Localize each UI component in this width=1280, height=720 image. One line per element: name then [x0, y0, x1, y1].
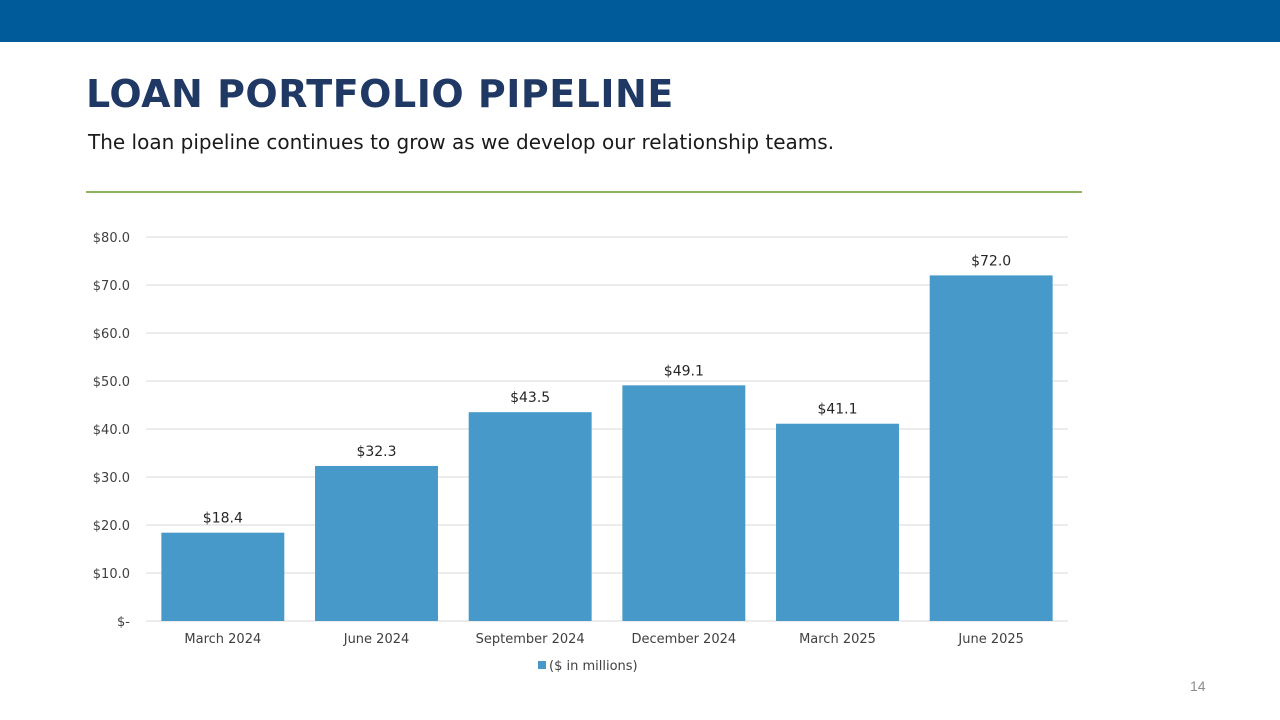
data-label: $41.1 [817, 402, 857, 418]
top-banner [0, 0, 1280, 42]
data-label: $49.1 [664, 363, 704, 379]
y-tick-label: $60.0 [93, 327, 130, 342]
data-label: $32.3 [356, 444, 396, 460]
bar [622, 385, 746, 621]
data-label: $72.0 [971, 253, 1011, 269]
page-number: 14 [1190, 678, 1206, 694]
x-tick-label: September 2024 [476, 632, 585, 647]
x-tick-label: June 2025 [957, 632, 1024, 647]
y-tick-label: $20.0 [93, 519, 130, 534]
y-tick-label: $30.0 [93, 471, 130, 486]
y-axis-tick-labels: $- $10.0 $20.0 $30.0 $40.0 $50.0 $60.0 $70.0 $80… [93, 231, 131, 630]
title-divider [86, 191, 1082, 193]
y-tick-label: $10.0 [93, 567, 130, 582]
legend-label: ($ in millions) [549, 659, 638, 674]
slide-subtitle: The loan pipeline continues to grow as w… [88, 130, 835, 154]
chart-legend: ($ in millions) [538, 659, 638, 674]
bar [468, 412, 592, 621]
bars [161, 275, 1053, 621]
x-tick-label: June 2024 [343, 632, 410, 647]
bar [929, 275, 1053, 621]
x-tick-label: December 2024 [632, 632, 737, 647]
x-tick-label: March 2024 [184, 632, 261, 647]
gridlines [146, 236, 1068, 622]
y-tick-label: $80.0 [93, 231, 130, 246]
x-axis-tick-labels: March 2024 June 2024 September 2024 Decembe… [184, 632, 1024, 647]
data-label: $43.5 [510, 390, 550, 406]
bar [315, 465, 438, 621]
slide-title: LOAN PORTFOLIO PIPELINE [86, 72, 674, 116]
data-label: $18.4 [203, 511, 243, 527]
bar [776, 423, 899, 621]
legend-swatch [538, 661, 546, 669]
x-tick-label: March 2025 [799, 632, 876, 647]
y-tick-label: $40.0 [93, 423, 130, 438]
y-tick-label: $70.0 [93, 279, 130, 294]
bar [161, 532, 285, 621]
y-tick-label: $- [117, 615, 130, 630]
y-tick-label: $50.0 [93, 375, 130, 390]
data-labels: $18.4 $32.3 $43.5 $49.1 $41.1 $72.0 [203, 253, 1011, 526]
